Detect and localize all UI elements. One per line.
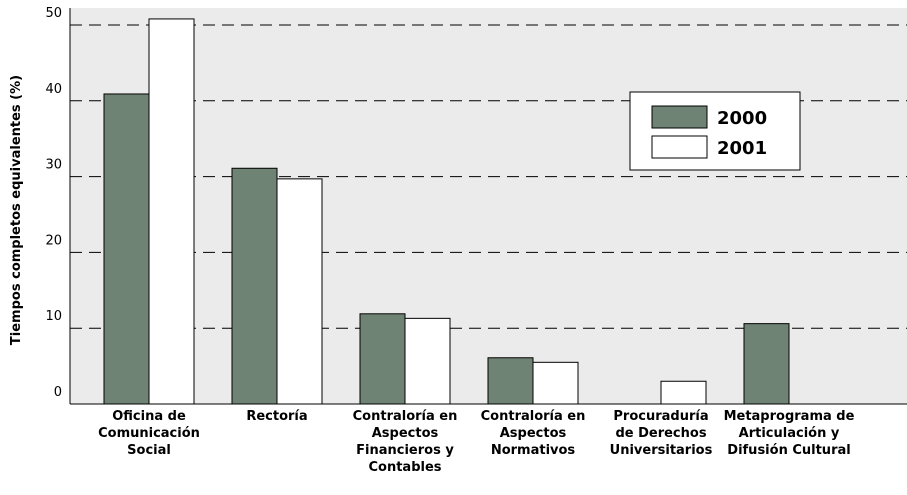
legend-swatch: [651, 105, 708, 129]
y-axis-label: Tiempos completos equivalentes (%): [9, 75, 24, 345]
bar: [148, 18, 195, 405]
y-tick-label: 50: [45, 6, 62, 21]
bar: [276, 178, 323, 405]
y-tick-label: 0: [54, 385, 62, 400]
bar: [743, 323, 790, 405]
legend-swatch: [651, 135, 708, 159]
legend-label: 2000: [717, 108, 767, 129]
legend-label: 2001: [717, 138, 767, 159]
bar: [532, 361, 579, 405]
bar: [103, 93, 150, 405]
y-tick-label: 30: [45, 158, 62, 173]
y-tick-label: 10: [45, 309, 62, 324]
bar: [231, 167, 278, 405]
x-tick-label: Contraloría en Aspectos Financieros y Conta…: [353, 409, 458, 475]
x-tick-label: Procuraduría de Derechos Universitarios: [610, 409, 713, 458]
y-tick-label: 40: [45, 82, 62, 97]
x-tick-label: Oficina de Comunicación Social: [98, 409, 200, 458]
bar: [660, 380, 707, 405]
bar: [359, 313, 406, 405]
bar: [487, 357, 534, 405]
x-tick-label: Contraloría en Aspectos Normativos: [481, 409, 586, 458]
x-tick-label: Rectoría: [246, 409, 307, 424]
bar: [404, 317, 451, 405]
y-tick-label: 20: [45, 233, 62, 248]
x-tick-label: Metaprograma de Articulación y Difusión Cu…: [724, 409, 855, 458]
